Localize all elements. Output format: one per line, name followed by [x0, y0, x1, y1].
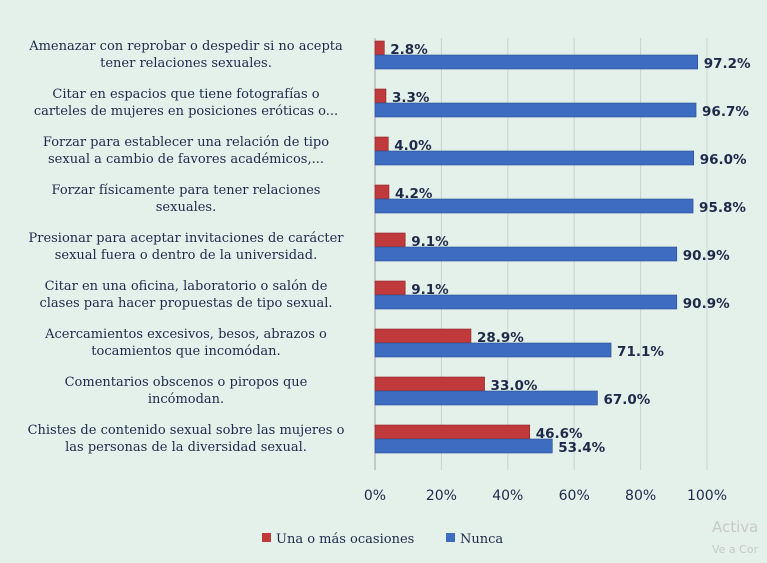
- value-labels: 2.8% 97.2% 3.3% 96.7% 4.0% 96.0% 4.2% 95.8% 9.1%…: [390, 42, 751, 456]
- bar-una-o-mas-ocasiones: [374, 184, 390, 200]
- category-label: Amenazar con reprobar o despedir si no a…: [28, 39, 343, 71]
- value-label-nunca: 97.2%: [704, 56, 751, 72]
- bar-una-o-mas-ocasiones: [374, 88, 387, 104]
- category-labels: Amenazar con reprobar o despedir si no a…: [28, 39, 345, 455]
- bar-nunca: [374, 198, 694, 214]
- value-label-nunca: 67.0%: [603, 392, 650, 408]
- value-label-una-o-mas-ocasiones: 9.1%: [411, 234, 449, 250]
- value-label-nunca: 90.9%: [683, 248, 730, 264]
- value-label-nunca: 53.4%: [558, 440, 605, 456]
- value-label-nunca: 95.8%: [699, 200, 746, 216]
- category-label: Comentarios obscenos o piropos que incómo…: [65, 375, 308, 407]
- legend-label: Una o más ocasiones: [276, 532, 414, 547]
- x-tick-label: 0%: [364, 488, 386, 504]
- value-label-una-o-mas-ocasiones: 9.1%: [411, 282, 449, 298]
- value-label-una-o-mas-ocasiones: 4.0%: [394, 138, 432, 154]
- value-label-una-o-mas-ocasiones: 33.0%: [491, 378, 538, 394]
- legend-label: Nunca: [460, 532, 503, 547]
- x-axis-ticks: 0% 20% 40% 60% 80% 100%: [364, 488, 727, 504]
- x-tick-label: 40%: [492, 488, 523, 504]
- x-tick-label: 60%: [559, 488, 590, 504]
- value-label-una-o-mas-ocasiones: 4.2%: [395, 186, 433, 202]
- bar-nunca: [374, 102, 697, 118]
- bar-una-o-mas-ocasiones: [374, 376, 485, 392]
- category-label: Citar en espacios que tiene fotografías …: [34, 87, 338, 119]
- bar-nunca: [374, 294, 678, 310]
- category-label: Forzar para establecer una relación de t…: [43, 135, 329, 167]
- bar-nunca: [374, 54, 699, 70]
- value-label-nunca: 96.7%: [702, 104, 749, 120]
- value-label-nunca: 96.0%: [700, 152, 747, 168]
- bar-nunca: [374, 150, 695, 166]
- bar-nunca: [374, 246, 678, 262]
- category-label: Presionar para aceptar invitaciones de c…: [28, 231, 344, 263]
- category-label: Chistes de contenido sexual sobre las mu…: [28, 423, 345, 455]
- legend-swatch: [446, 533, 455, 542]
- value-label-nunca: 90.9%: [683, 296, 730, 312]
- bar-nunca: [374, 390, 598, 406]
- bar-una-o-mas-ocasiones: [374, 328, 472, 344]
- value-label-una-o-mas-ocasiones: 28.9%: [477, 330, 524, 346]
- category-label: Forzar físicamente para tener relaciones…: [52, 183, 321, 215]
- x-tick-label: 100%: [687, 488, 727, 504]
- value-label-una-o-mas-ocasiones: 3.3%: [392, 90, 430, 106]
- bar-una-o-mas-ocasiones: [374, 40, 385, 56]
- legend-swatch: [262, 533, 271, 542]
- bar-una-o-mas-ocasiones: [374, 136, 389, 152]
- legend: Una o más ocasiones Nunca: [262, 532, 503, 547]
- x-tick-label: 20%: [426, 488, 457, 504]
- value-label-nunca: 71.1%: [617, 344, 664, 360]
- bar-nunca: [374, 342, 612, 358]
- watermark-line-1: Activa: [712, 518, 758, 536]
- bar-una-o-mas-ocasiones: [374, 232, 406, 248]
- bar-nunca: [374, 438, 553, 454]
- bar-una-o-mas-ocasiones: [374, 424, 531, 440]
- value-label-una-o-mas-ocasiones: 46.6%: [536, 426, 583, 442]
- bars: [374, 40, 699, 454]
- value-label-una-o-mas-ocasiones: 2.8%: [390, 42, 428, 58]
- bar-una-o-mas-ocasiones: [374, 280, 406, 296]
- x-tick-label: 80%: [625, 488, 656, 504]
- category-label: Citar en una oficina, laboratorio o saló…: [39, 279, 332, 311]
- category-label: Acercamientos excesivos, besos, abrazos …: [44, 327, 327, 359]
- watermark-line-2: Ve a Cor: [712, 543, 759, 556]
